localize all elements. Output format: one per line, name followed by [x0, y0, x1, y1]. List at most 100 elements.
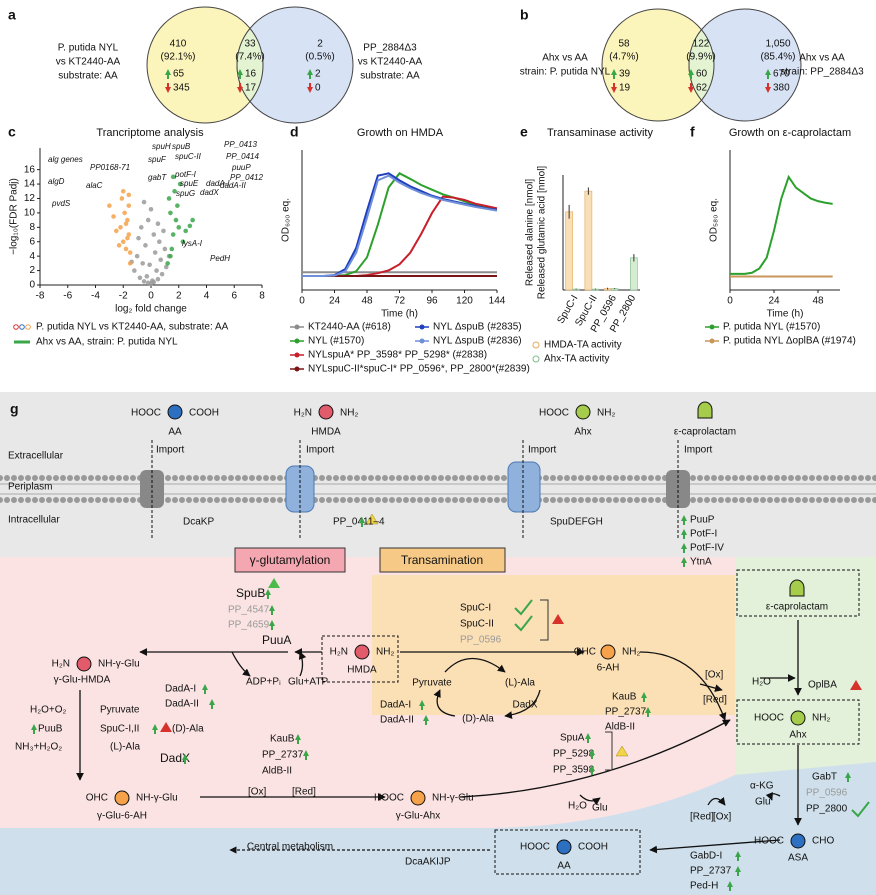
down-arrow — [688, 83, 694, 93]
point — [111, 214, 116, 219]
point — [138, 225, 144, 230]
diagram-label: NH₂ — [597, 408, 615, 419]
diagram-label: PotF-I — [690, 529, 717, 540]
legend-label: KT2440-AA (#618) — [308, 322, 391, 333]
chart-title: Transaminase activity — [547, 127, 653, 139]
diagram-label: γ-Glu-HMDA — [54, 675, 111, 686]
venn-up: 16 — [245, 69, 257, 80]
diagram-label: H₂O — [752, 677, 771, 688]
venn-up: 2 — [315, 69, 321, 80]
legend-label: P. putida NYL ΔoplBA (#1974) — [723, 336, 856, 347]
up-arrow — [727, 881, 733, 891]
diagram-label: PP_4547 — [228, 605, 270, 616]
diagram-label: KauB — [270, 734, 295, 745]
panel-g-background — [0, 392, 876, 895]
diagram-label: PP_5298 — [553, 749, 595, 760]
point — [144, 274, 150, 279]
gene-label: spuH — [152, 142, 171, 151]
venn-overlap — [236, 28, 264, 103]
legend-label: NYL ΔspuB (#2836) — [433, 336, 522, 347]
gene-label: spuG — [176, 189, 195, 198]
venn-percent: (9.9%) — [686, 52, 715, 63]
point — [190, 217, 195, 223]
diagram-label: SpuB — [236, 586, 265, 600]
gene-label: PP0168-71 — [90, 163, 130, 172]
diagram-label: [Ox] — [713, 812, 732, 823]
diagram-label: PuuA — [262, 633, 291, 647]
diagram-label: GabT — [812, 772, 837, 783]
down-arrow — [765, 83, 771, 93]
diagram-label: α-KG — [750, 781, 774, 792]
panel-label: f — [690, 124, 695, 140]
y-tick-label: 14 — [24, 179, 36, 190]
x-tick-label: 6 — [231, 291, 237, 302]
point — [183, 228, 188, 234]
point — [123, 221, 129, 227]
diagram-label: (D)-Ala — [462, 714, 494, 725]
point — [157, 239, 162, 245]
x-tick-label: 120 — [456, 296, 473, 307]
legend-label: HMDA-TA activity — [544, 340, 622, 351]
up-arrow — [589, 749, 595, 759]
diagram-label: PP_2737 — [605, 707, 647, 718]
down-arrow — [611, 83, 617, 93]
up-arrow — [611, 69, 617, 79]
up-arrow — [681, 543, 687, 553]
x-tick-label: 24 — [768, 296, 780, 307]
point — [140, 261, 145, 266]
up-arrow — [182, 754, 188, 764]
up-arrow — [765, 69, 771, 79]
diagram-label: HOOC — [539, 408, 569, 419]
y-axis-label: −log₁₀(FDR Padj) — [9, 178, 20, 255]
line — [302, 174, 498, 277]
diagram-label: Glu+ATP — [288, 677, 328, 688]
legend-marker — [13, 324, 19, 330]
up-arrow — [419, 700, 425, 710]
chart-title: Trancriptome analysis — [96, 127, 204, 139]
legend-marker — [19, 324, 25, 330]
point — [132, 268, 137, 273]
up-arrow — [423, 715, 429, 725]
panel-label: a — [8, 7, 16, 23]
diagram-label: NH-γ-Glu — [98, 659, 140, 670]
diagram-label: NH₂ — [340, 408, 358, 419]
up-arrow — [681, 515, 687, 525]
diagram-label: H₂N — [330, 647, 348, 658]
diagram-label: DcaAKIJP — [405, 857, 451, 868]
diagram-label: Import — [306, 445, 335, 456]
diagram-label: AA — [168, 427, 182, 438]
diagram-label: ε-caprolactam — [766, 602, 828, 613]
line — [730, 174, 833, 275]
diagram-label: γ-Glu-6-AH — [97, 811, 147, 822]
venn-side-text: vs KT2440-AA — [56, 57, 121, 68]
point — [172, 188, 177, 194]
point — [187, 223, 193, 229]
venn-percent: (85.4%) — [760, 52, 795, 63]
venn-up: 65 — [173, 69, 185, 80]
diagram-label: DadA-II — [380, 715, 414, 726]
point — [120, 188, 126, 194]
diagram-label: SpuDEFGH — [550, 517, 603, 528]
up-arrow — [265, 589, 271, 599]
point — [161, 228, 166, 234]
y-tick-label: 0 — [29, 280, 35, 291]
gene-label: algD — [48, 177, 65, 186]
legend-marker — [532, 355, 540, 363]
diagram-label: Transamination — [401, 553, 483, 567]
diagram-label: PP_2800 — [806, 804, 848, 815]
diagram-label: γ-Glu-Ahx — [396, 811, 440, 822]
venn-down: 17 — [245, 83, 257, 94]
venn-count: 33 — [244, 39, 256, 50]
gene-label: spuC-II — [175, 152, 202, 161]
diagram-label: OHC — [86, 793, 108, 804]
point — [173, 217, 179, 223]
diagram-label: Import — [684, 445, 713, 456]
line — [302, 172, 498, 277]
legend-label: P. putida NYL vs KT2440-AA, substrate: A… — [36, 322, 229, 333]
diagram-label: AA — [557, 861, 571, 872]
diagram-label: Pyruvate — [412, 678, 452, 689]
gene-label: gabT — [148, 173, 167, 182]
diagram-label: Intracellular — [8, 515, 60, 526]
diagram-label: SpuC-I — [460, 603, 491, 614]
y-tick-label: 10 — [24, 208, 36, 219]
